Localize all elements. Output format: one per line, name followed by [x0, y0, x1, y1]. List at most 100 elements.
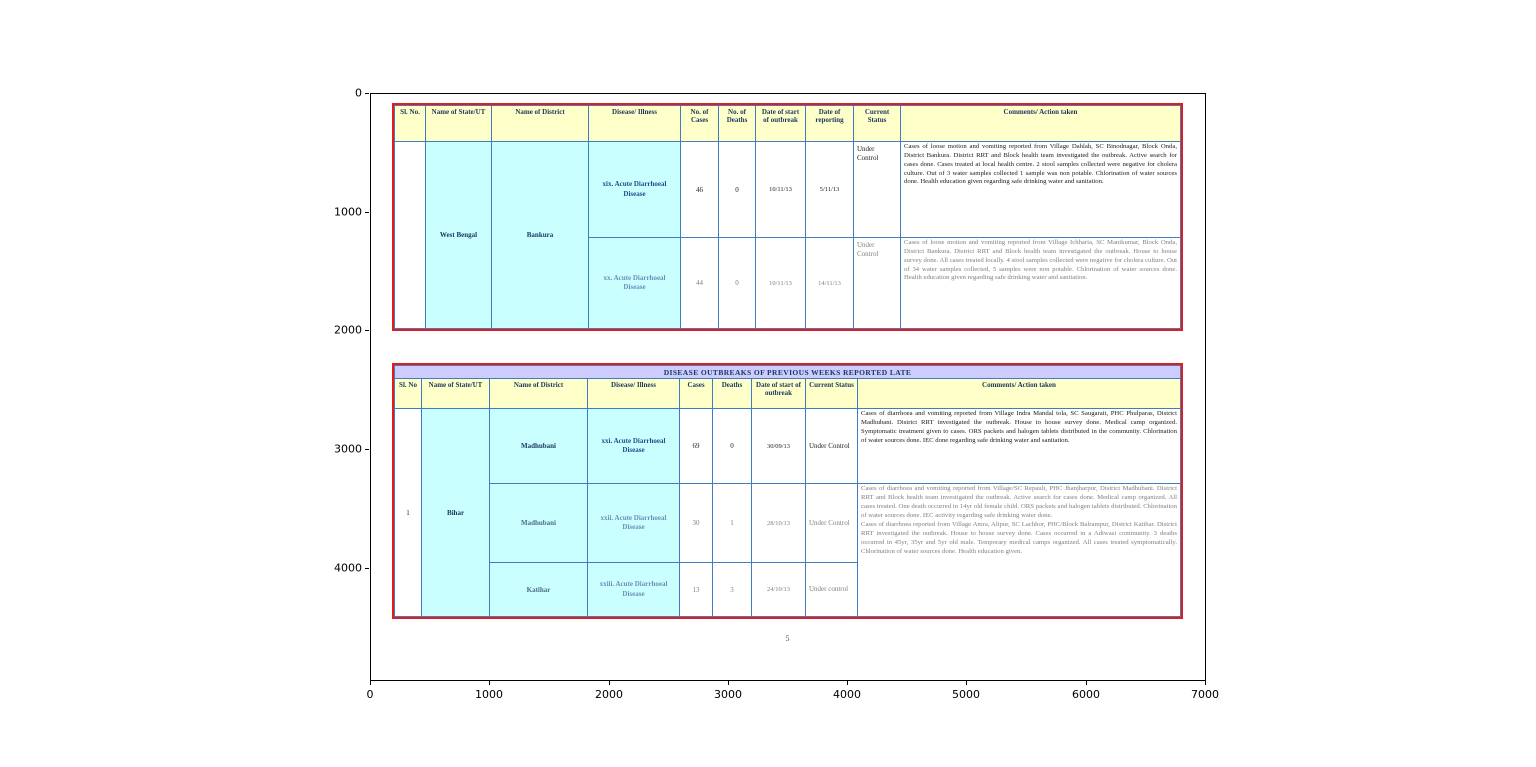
comments-paragraph: Cases of diarrhoea reported from Village…	[861, 521, 1177, 555]
cell-disease: xx. Acute Diarrhoeal Disease	[588, 237, 681, 329]
cell-status: Under Control	[805, 483, 858, 563]
cell-start: 10/11/13	[755, 237, 806, 329]
table-row: Madhubani xxii. Acute Diarrhoeal Disease…	[395, 483, 1181, 617]
cell-cases: 44	[680, 237, 719, 329]
cell-status: Under Control	[853, 141, 901, 238]
cell-disease: xxi. Acute Diarrhoeal Disease	[587, 408, 680, 484]
outbreak-table-previous-weeks: DISEASE OUTBREAKS OF PREVIOUS WEEKS REPO…	[392, 363, 1183, 619]
cell-comments: Cases of loose motion and vomiting repor…	[900, 237, 1181, 329]
table1: Sl. No. Name of State/UT Name of Distric…	[394, 105, 1181, 329]
cell-disease: xxiii. Acute Diarrhoeal Disease	[587, 562, 680, 617]
cell-disease: xix. Acute Diarrhoeal Disease	[588, 141, 681, 238]
table2-title-row: DISEASE OUTBREAKS OF PREVIOUS WEEKS REPO…	[394, 365, 1181, 379]
col-header-start-date: Date of start of outbreak	[755, 105, 806, 142]
y-tick-label: 4000	[334, 561, 362, 575]
comments-paragraph: Cases of diarrhoea and vomiting reported…	[861, 485, 1177, 519]
cell-disease: xxii. Acute Diarrhoeal Disease	[587, 483, 680, 563]
table-row: West Bengal Bankura xix. Acute Diarrhoea…	[394, 141, 1181, 329]
cell-start: 24/10/13	[751, 562, 806, 617]
cell-cases: 69	[679, 408, 713, 484]
cell-sl-no	[394, 141, 426, 329]
y-tick-mark	[365, 449, 369, 450]
table2: DISEASE OUTBREAKS OF PREVIOUS WEEKS REPO…	[394, 365, 1181, 617]
col-header-status: Current Status	[853, 105, 901, 142]
table-row: Katihar xxiii. Acute Diarrhoeal Disease …	[395, 562, 1181, 617]
y-tick-label: 0	[355, 86, 362, 100]
x-tick-mark	[966, 681, 967, 685]
cell-state: West Bengal	[425, 141, 492, 329]
table-row: xx. Acute Diarrhoeal Disease 44 0 10/11/…	[395, 237, 1181, 329]
cell-deaths: 0	[718, 141, 756, 238]
cell-reporting: 5/11/13	[805, 141, 854, 238]
table1-header-row: Sl. No. Name of State/UT Name of Distric…	[394, 105, 1181, 142]
col-header-deaths: Deaths	[712, 378, 752, 409]
x-tick-mark	[1205, 681, 1206, 685]
col-header-state: Name of State/UT	[425, 105, 492, 142]
y-tick-mark	[365, 568, 369, 569]
table-row: 1 Bihar Madhubani xxi. Acute Diarrhoeal …	[394, 408, 1181, 617]
y-tick-label: 3000	[334, 442, 362, 456]
x-tick-mark	[370, 681, 371, 685]
col-header-sl-no: Sl. No.	[394, 105, 426, 142]
y-tick-mark	[365, 330, 369, 331]
x-tick-label: 3000	[714, 688, 742, 701]
y-tick-mark	[365, 212, 369, 213]
page-number: 5	[785, 634, 790, 643]
cell-start: 28/10/13	[751, 483, 806, 563]
x-tick-label: 2000	[595, 688, 623, 701]
x-tick-label: 5000	[952, 688, 980, 701]
col-header-disease: Disease/ Illness	[587, 378, 680, 409]
cell-deaths: 0	[712, 408, 752, 484]
cell-status: Under Control	[805, 408, 858, 484]
x-tick-label: 7000	[1191, 688, 1219, 701]
x-tick-mark	[1086, 681, 1087, 685]
col-header-district: Name of District	[491, 105, 589, 142]
y-tick-label: 2000	[334, 323, 362, 337]
outbreak-table-current-week: Sl. No. Name of State/UT Name of Distric…	[392, 103, 1183, 331]
col-header-disease: Disease/ Illness	[588, 105, 681, 142]
cell-comments-merged: Cases of diarrhoea and vomiting reported…	[857, 483, 1181, 617]
x-tick-label: 0	[366, 688, 374, 701]
cell-cases: 46	[680, 141, 719, 238]
cell-district: Madhubani	[489, 483, 588, 563]
x-tick-label: 1000	[475, 688, 503, 701]
col-header-deaths: No. of Deaths	[718, 105, 756, 142]
col-header-comments: Comments/ Action taken	[857, 378, 1181, 409]
cell-status: Under Control	[853, 237, 901, 329]
cell-start: 30/09/13	[751, 408, 806, 484]
cell-district: Bankura	[491, 141, 589, 329]
cell-comments: Cases of diarrhoea and vomiting reported…	[857, 408, 1181, 484]
cell-deaths: 3	[712, 562, 752, 617]
cell-sl-no: 1	[394, 408, 422, 617]
col-header-sl-no: Sl. No	[394, 378, 422, 409]
cell-district: Katihar	[489, 562, 588, 617]
x-tick-mark	[489, 681, 490, 685]
cell-state: Bihar	[421, 408, 490, 617]
col-header-comments: Comments/ Action taken	[900, 105, 1181, 142]
cell-start: 10/11/13	[755, 141, 806, 238]
cell-cases: 13	[679, 562, 713, 617]
x-tick-label: 6000	[1072, 688, 1100, 701]
col-header-reporting: Date of reporting	[805, 105, 854, 142]
cell-reporting: 14/11/13	[805, 237, 854, 329]
col-header-cases: No. of Cases	[680, 105, 719, 142]
cell-cases: 30	[679, 483, 713, 563]
table2-header-row: Sl. No Name of State/UT Name of District…	[394, 378, 1181, 409]
col-header-district: Name of District	[489, 378, 588, 409]
col-header-cases: Cases	[679, 378, 713, 409]
cell-comments: Cases of loose motion and vomiting repor…	[900, 141, 1181, 238]
y-tick-label: 1000	[334, 205, 362, 219]
x-tick-label: 4000	[833, 688, 861, 701]
cell-status: Under control	[805, 562, 858, 617]
x-tick-mark	[847, 681, 848, 685]
cell-deaths: 0	[718, 237, 756, 329]
x-tick-mark	[609, 681, 610, 685]
table2-title: DISEASE OUTBREAKS OF PREVIOUS WEEKS REPO…	[394, 365, 1181, 379]
x-tick-mark	[728, 681, 729, 685]
col-header-start-date: Date of start of outbreak	[751, 378, 806, 409]
cell-deaths: 1	[712, 483, 752, 563]
cell-district: Madhubani	[489, 408, 588, 484]
col-header-status: Current Status	[805, 378, 858, 409]
y-tick-mark	[365, 93, 369, 94]
